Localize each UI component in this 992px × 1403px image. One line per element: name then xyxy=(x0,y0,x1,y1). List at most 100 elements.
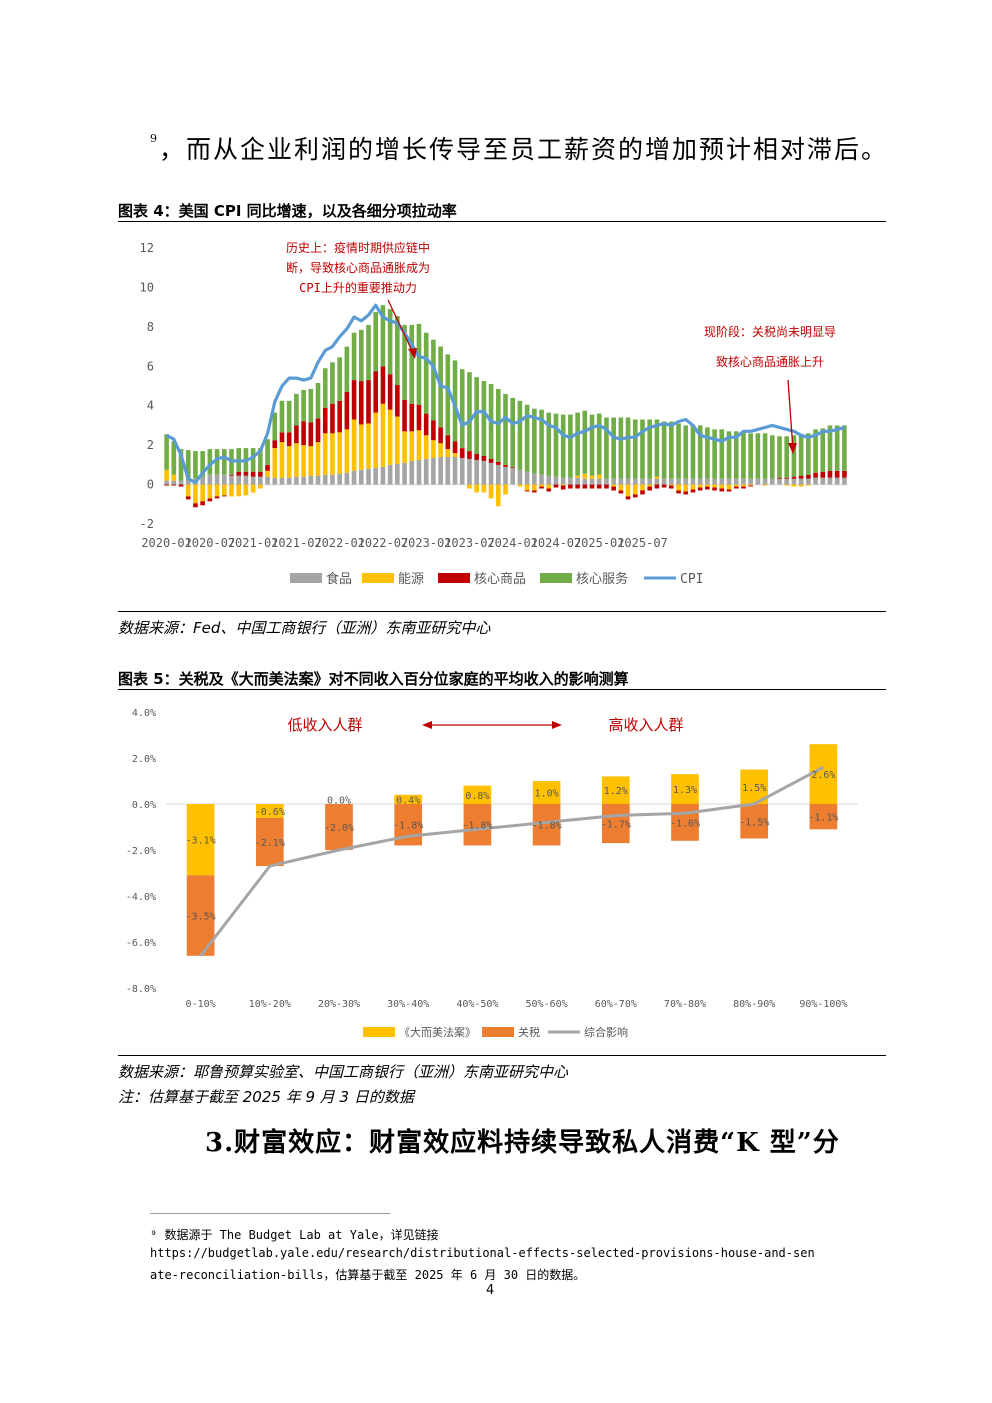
figure5-note: 注：估算基于截至 2025 年 9 月 3 日的数据 xyxy=(118,1088,414,1106)
core-services-bar xyxy=(690,425,696,479)
core-services-bar xyxy=(546,412,552,476)
annotation-history-line: CPI上升的重要推动力 xyxy=(299,280,417,295)
core-services-bar xyxy=(164,434,169,470)
energy-bar xyxy=(791,484,797,487)
core-goods-bar xyxy=(193,503,198,508)
legend-swatch xyxy=(290,573,322,583)
food-bar xyxy=(510,467,516,485)
energy-bar xyxy=(272,448,278,478)
core-goods-bar xyxy=(532,490,537,493)
food-bar xyxy=(705,478,710,485)
act-data-label: 0.8% xyxy=(465,791,489,802)
tariff-bar xyxy=(809,804,838,830)
core-goods-bar xyxy=(459,448,465,458)
energy-bar xyxy=(337,432,342,474)
core-goods-bar xyxy=(200,501,205,506)
act-bar xyxy=(394,794,423,804)
food-bar xyxy=(719,478,725,485)
x-tick-label: 2022-07 xyxy=(358,536,409,550)
core-services-bar xyxy=(604,417,609,479)
core-services-bar xyxy=(214,449,220,475)
core-goods-bar xyxy=(272,440,278,449)
food-bar xyxy=(358,469,364,485)
food-bar xyxy=(380,466,386,485)
energy-bar xyxy=(474,484,479,493)
tariff-data-label: -1.8% xyxy=(393,821,423,832)
core-services-bar xyxy=(337,357,342,401)
x-tick-label: 50%-60% xyxy=(526,999,568,1010)
energy-bar xyxy=(387,409,393,465)
act-bar xyxy=(809,744,838,804)
core-goods-bar xyxy=(589,484,595,489)
food-bar xyxy=(755,478,761,485)
core-services-bar xyxy=(380,305,386,367)
core-services-bar xyxy=(539,409,544,475)
core-services-bar xyxy=(193,451,198,479)
core-goods-bar xyxy=(820,471,826,478)
range-arrowhead-right xyxy=(552,721,562,729)
energy-bar xyxy=(503,484,508,495)
footnote-ref[interactable]: 9 xyxy=(150,132,159,145)
food-bar xyxy=(733,478,739,485)
annotation-current-line: 现阶段：关税尚未明显导 xyxy=(704,324,836,339)
core-services-bar xyxy=(625,417,631,479)
energy-bar xyxy=(582,473,588,479)
section-heading: 3.财富效应：财富效应料持续导致私人消费“K 型”分 xyxy=(205,1128,840,1158)
energy-bar xyxy=(193,484,198,504)
energy-bar xyxy=(214,484,220,497)
food-bar xyxy=(207,474,213,485)
energy-bar xyxy=(438,443,443,457)
energy-bar xyxy=(200,484,205,502)
food-bar xyxy=(539,474,544,485)
x-tick-label: 2024-01 xyxy=(487,536,538,550)
core-services-bar xyxy=(575,412,580,476)
core-goods-bar xyxy=(726,489,732,492)
tariff-data-label: -2.0% xyxy=(324,823,354,834)
energy-bar xyxy=(589,475,595,479)
core-goods-bar xyxy=(221,495,227,497)
annotation-history-arrow xyxy=(387,299,416,358)
tariff-data-label: -1.5% xyxy=(739,817,769,828)
energy-bar xyxy=(705,484,710,487)
food-bar xyxy=(351,470,357,485)
footnote-link[interactable]: https://budgetlab.yale.edu/research/dist… xyxy=(150,1246,815,1260)
core-services-bar xyxy=(719,429,725,479)
core-goods-bar xyxy=(250,471,256,477)
core-services-bar xyxy=(207,449,213,475)
energy-bar xyxy=(741,484,746,487)
food-bar xyxy=(279,477,285,485)
energy-bar xyxy=(445,449,451,457)
food-bar xyxy=(185,479,191,485)
x-tick-label: 90%-100% xyxy=(799,999,847,1010)
core-services-bar xyxy=(200,451,205,477)
core-services-bar xyxy=(366,324,371,381)
food-bar xyxy=(596,478,602,485)
core-goods-bar xyxy=(632,494,638,498)
food-bar xyxy=(416,459,422,485)
core-services-bar xyxy=(661,421,667,479)
annotation-current: 现阶段：关税尚未明显导 致核心商品通胀上升 xyxy=(704,324,836,454)
energy-bar xyxy=(236,484,242,497)
food-bar xyxy=(568,477,573,485)
combined-impact-line xyxy=(199,765,825,957)
core-goods-bar xyxy=(582,484,588,489)
core-goods-bar xyxy=(308,422,314,447)
core-goods-bar xyxy=(690,489,696,493)
annotation-history-arrowhead xyxy=(408,348,417,359)
energy-bar xyxy=(611,484,616,487)
core-services-bar xyxy=(582,410,588,474)
core-services-bar xyxy=(178,449,184,481)
core-goods-bar xyxy=(611,486,616,491)
tariff-bar xyxy=(671,804,699,841)
figure5-top-rule xyxy=(118,689,886,690)
core-goods-bar xyxy=(798,475,804,479)
energy-bar xyxy=(229,484,234,497)
food-bar xyxy=(178,480,184,485)
core-goods-bar xyxy=(697,487,703,491)
food-bar xyxy=(697,478,703,485)
cpi-legend: 食品 能源 核心商品 核心服务 CPI xyxy=(290,571,703,587)
core-services-bar xyxy=(777,436,782,478)
energy-bar xyxy=(308,446,314,476)
tariff-bar xyxy=(740,804,769,839)
food-bar xyxy=(661,478,667,485)
